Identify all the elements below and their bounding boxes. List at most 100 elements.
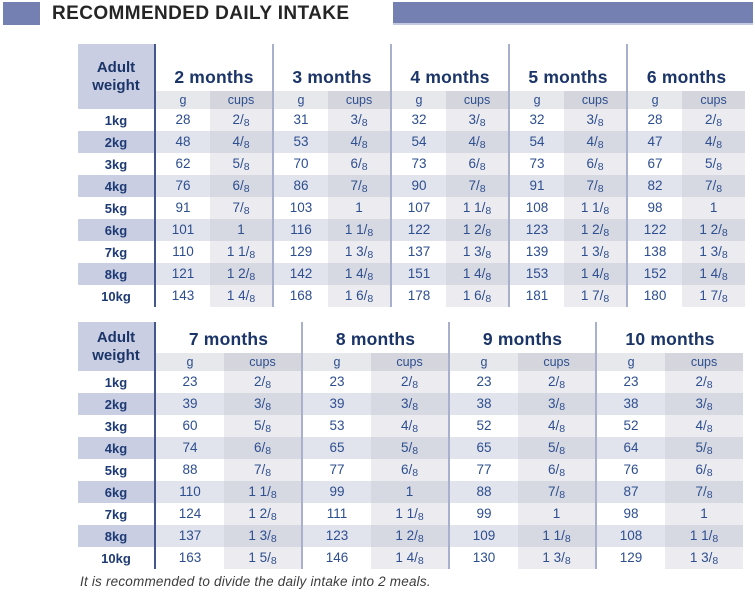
month-header: 6 months bbox=[626, 44, 746, 91]
cups-cell: 1 bbox=[518, 503, 597, 525]
grams-cell: 77 bbox=[448, 459, 519, 481]
cups-cell: 7/8 bbox=[682, 175, 746, 197]
cups-cell: 1 6/8 bbox=[328, 285, 392, 307]
table-body: 1kg 23 2/8 23 2/8 23 2/8 23 2/8 2kg 39 3/8 39 3/8 38 3/… bbox=[78, 371, 744, 569]
cups-cell: 6/8 bbox=[210, 175, 274, 197]
month-header: 3 months bbox=[272, 44, 392, 91]
grams-cell: 137 bbox=[390, 241, 447, 263]
cups-cell: 1 bbox=[371, 481, 450, 503]
grams-cell: 32 bbox=[390, 109, 447, 131]
cups-cell: 4/8 bbox=[518, 415, 597, 437]
cups-cell: 6/8 bbox=[224, 437, 303, 459]
cups-cell: 6/8 bbox=[518, 459, 597, 481]
cups-cell: 2/8 bbox=[224, 371, 303, 393]
weight-cell: 1kg bbox=[78, 109, 156, 131]
grams-cell: 23 bbox=[182, 374, 198, 390]
table-row: 3kg 60 5/8 53 4/8 52 4/8 52 4/8 bbox=[78, 415, 744, 437]
unit-header-cups: cups bbox=[224, 353, 303, 371]
cups-cell: 1 7/8 bbox=[682, 285, 746, 307]
grams-cell: 47 bbox=[626, 131, 683, 153]
unit-header-cups: cups bbox=[665, 353, 744, 371]
grams-cell: 124 bbox=[178, 506, 202, 522]
cups-cell: 2/8 bbox=[371, 371, 450, 393]
table-row: 1kg 28 2/8 31 3/8 32 3/8 32 3/8 28 2/8 bbox=[78, 109, 746, 131]
grams-cell: 180 bbox=[626, 285, 683, 307]
grams-cell: 87 bbox=[595, 481, 666, 503]
unit-header-grams: g bbox=[626, 91, 683, 109]
grams-cell: 32 bbox=[508, 109, 565, 131]
table-row: 10kg 163 1 5/8 146 1 4/8 130 1 3/8 129 1 3/8 bbox=[78, 547, 744, 569]
table-row: 8kg 137 1 3/8 123 1 2/8 109 1 1/8 108 1 1/8 bbox=[78, 525, 744, 547]
grams-cell: 146 bbox=[301, 547, 372, 569]
cups-cell: 1 4/8 bbox=[210, 285, 274, 307]
page-title: RECOMMENDED DAILY INTAKE bbox=[52, 3, 350, 24]
table-row: 5kg 91 7/8 103 1 107 1 1/8 108 1 1/8 98 1 bbox=[78, 197, 746, 219]
weight-cell: 10kg bbox=[78, 547, 156, 569]
cups-cell: 1 1/8 bbox=[446, 197, 510, 219]
grams-cell: 138 bbox=[626, 241, 683, 263]
weight-cell: 4kg bbox=[78, 437, 156, 459]
month-header: 2 months bbox=[155, 44, 274, 91]
cups-cell: 7/8 bbox=[564, 175, 628, 197]
cups-cell: 4/8 bbox=[446, 131, 510, 153]
table-body: 1kg 28 2/8 31 3/8 32 3/8 32 3/8 28 2/8 2kg 48 4/8 53 4/… bbox=[78, 109, 746, 307]
accent-bar bbox=[393, 2, 753, 25]
grams-cell: 99 bbox=[301, 481, 372, 503]
grams-cell: 86 bbox=[272, 175, 329, 197]
cups-cell: 3/8 bbox=[564, 109, 628, 131]
month-header: 10 months bbox=[595, 322, 744, 353]
grams-cell: 121 bbox=[155, 263, 210, 285]
cups-cell: 2/8 bbox=[682, 109, 746, 131]
grams-cell: 73 bbox=[508, 153, 565, 175]
grams-cell: 28 bbox=[626, 109, 683, 131]
grams-cell: 65 bbox=[448, 437, 519, 459]
grams-cell: 129 bbox=[272, 241, 329, 263]
cups-cell: 5/8 bbox=[371, 437, 450, 459]
cups-cell: 1 3/8 bbox=[518, 547, 597, 569]
month-header: 8 months bbox=[301, 322, 450, 353]
table-row: 2kg 48 4/8 53 4/8 54 4/8 54 4/8 47 4/8 bbox=[78, 131, 746, 153]
grams-cell: 108 bbox=[595, 525, 666, 547]
cups-cell: 4/8 bbox=[665, 415, 744, 437]
cups-cell: 4/8 bbox=[682, 131, 746, 153]
grams-cell: 52 bbox=[595, 415, 666, 437]
grams-cell: 108 bbox=[508, 197, 565, 219]
cups-cell: 6/8 bbox=[564, 153, 628, 175]
cups-cell: 1 4/8 bbox=[682, 263, 746, 285]
cups-cell: 6/8 bbox=[328, 153, 392, 175]
grams-cell: 130 bbox=[448, 547, 519, 569]
unit-header-cups: cups bbox=[564, 91, 628, 109]
grams-cell: 31 bbox=[272, 109, 329, 131]
weight-cell: 6kg bbox=[78, 219, 156, 241]
cups-cell: 7/8 bbox=[665, 481, 744, 503]
cups-cell: 2/8 bbox=[665, 371, 744, 393]
cups-cell: 1 2/8 bbox=[682, 219, 746, 241]
grams-cell: 163 bbox=[178, 550, 202, 566]
cups-cell: 7/8 bbox=[518, 481, 597, 503]
grams-cell: 82 bbox=[626, 175, 683, 197]
grams-cell: 123 bbox=[301, 525, 372, 547]
cups-cell: 3/8 bbox=[371, 393, 450, 415]
cups-cell: 1 5/8 bbox=[224, 547, 303, 569]
table-row: 1kg 23 2/8 23 2/8 23 2/8 23 2/8 bbox=[78, 371, 744, 393]
intake-table-months-7-10: Adult weight 7 months 8 months 9 months … bbox=[78, 322, 744, 569]
grams-cell: 109 bbox=[448, 525, 519, 547]
cups-cell: 4/8 bbox=[564, 131, 628, 153]
cups-cell: 1 bbox=[328, 197, 392, 219]
cups-cell: 1 4/8 bbox=[564, 263, 628, 285]
cups-cell: 1 1/8 bbox=[665, 525, 744, 547]
grams-cell: 23 bbox=[595, 371, 666, 393]
grams-cell: 77 bbox=[301, 459, 372, 481]
cups-cell: 1 1/8 bbox=[328, 219, 392, 241]
grams-cell: 111 bbox=[301, 503, 372, 525]
cups-cell: 1 1/8 bbox=[371, 503, 450, 525]
grams-cell: 178 bbox=[390, 285, 447, 307]
cups-cell: 6/8 bbox=[371, 459, 450, 481]
table-row: 6kg 101 1 116 1 1/8 122 1 2/8 123 1 2/8 122 1 2/8 bbox=[78, 219, 746, 241]
cups-cell: 1 4/8 bbox=[371, 547, 450, 569]
grams-cell: 88 bbox=[448, 481, 519, 503]
unit-header-grams: g bbox=[301, 353, 372, 371]
cups-cell: 5/8 bbox=[210, 153, 274, 175]
grams-cell: 129 bbox=[595, 547, 666, 569]
weight-cell: 5kg bbox=[78, 459, 156, 481]
